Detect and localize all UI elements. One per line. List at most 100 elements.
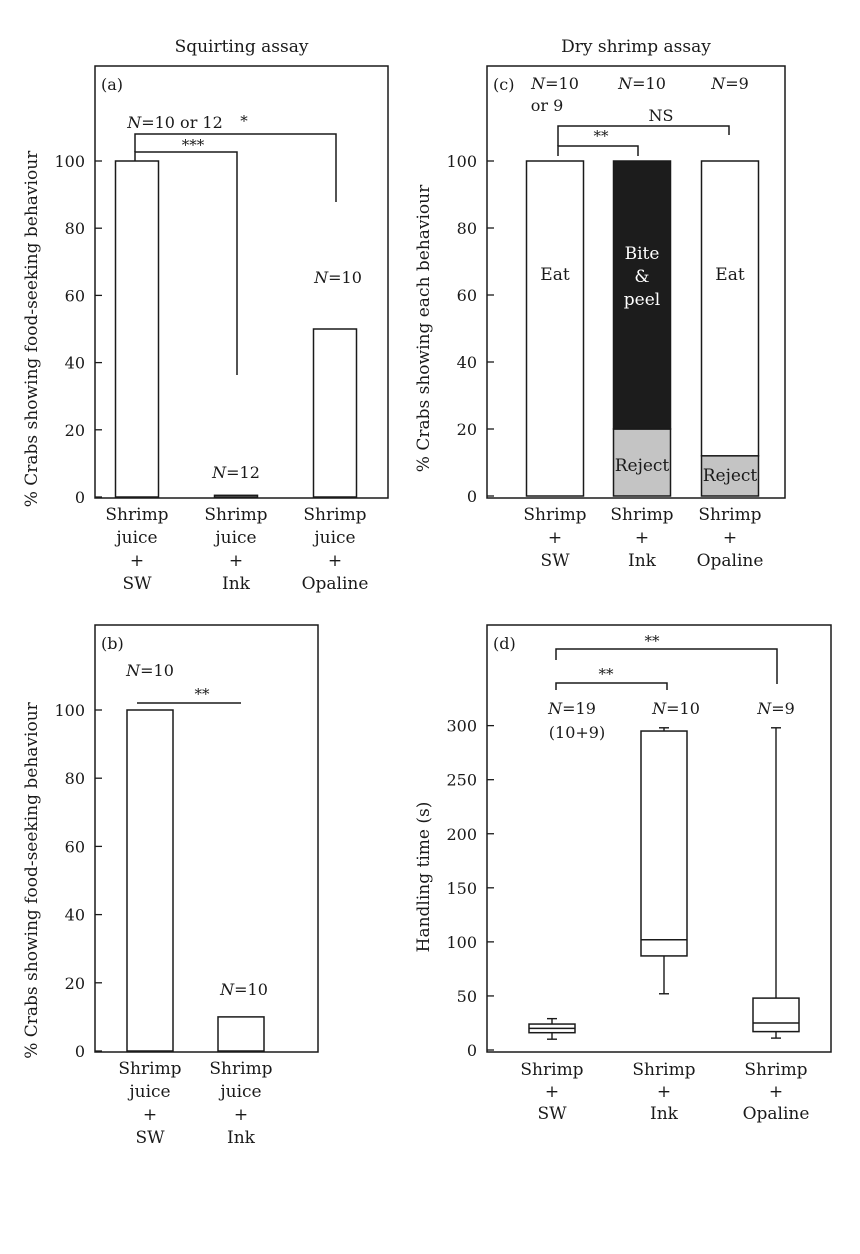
n-value: =19 [562, 699, 596, 718]
bar [217, 1016, 265, 1052]
bar [114, 160, 160, 498]
n-label: N=9 [710, 74, 749, 93]
x-tick-label: SW [540, 551, 570, 571]
x-tick-label: Shrimp [204, 505, 267, 525]
n-label: N=10 [125, 661, 174, 680]
x-tick-label: + [545, 1082, 559, 1102]
n-value: =10 [545, 74, 579, 93]
x-tick-label: SW [122, 574, 152, 594]
y-tick-label: 40 [65, 906, 85, 925]
n-symbol: N [211, 463, 227, 482]
n-symbol: N [313, 268, 329, 287]
x-tick-label: + [657, 1082, 671, 1102]
panel-label: (d) [493, 634, 516, 653]
y-axis-label: Handling time (s) [414, 802, 434, 953]
n-symbol: N [530, 74, 546, 93]
sig-bracket [555, 648, 778, 684]
n-label: N=10 [219, 980, 268, 999]
n-symbol: N [756, 699, 772, 718]
sig-bracket [557, 145, 639, 156]
y-tick-label: 150 [446, 879, 477, 898]
panel-label: (b) [101, 634, 124, 653]
n-label-extra: (10+9) [549, 723, 605, 742]
y-tick-label: 40 [65, 354, 85, 373]
x-tick-label: Opaline [302, 574, 369, 594]
y-tick-label: 20 [65, 421, 85, 440]
stacked-segment [525, 160, 585, 497]
n-label-extra: or 9 [531, 96, 564, 115]
x-tick-label: Shrimp [610, 505, 673, 525]
n-label: N=10 [530, 74, 579, 93]
y-tick-label: 300 [446, 717, 477, 736]
y-tick-label: 100 [54, 152, 85, 171]
x-tick-label: Shrimp [118, 1059, 181, 1079]
panel-frame-3 [486, 624, 832, 1053]
x-tick-label: + [234, 1105, 248, 1125]
sig-label: * [240, 112, 248, 130]
n-symbol: N [710, 74, 726, 93]
x-tick-label: + [143, 1105, 157, 1125]
n-value: =10 or 12 [141, 113, 223, 132]
y-axis-label: % Crabs showing food-seeking behaviour [22, 701, 42, 1058]
n-label: N=10 [651, 699, 700, 718]
sig-label: *** [182, 136, 205, 154]
y-tick-label: 200 [446, 825, 477, 844]
y-tick-label: 20 [457, 420, 477, 439]
sig-bracket [555, 682, 668, 690]
x-tick-label: Shrimp [209, 1059, 272, 1079]
y-tick-label: 60 [65, 837, 85, 856]
y-tick-label: 0 [75, 1042, 85, 1061]
y-tick-label: 100 [446, 152, 477, 171]
n-value: =10 [140, 661, 174, 680]
stacked-segment [612, 428, 672, 497]
y-tick-label: 60 [65, 286, 85, 305]
stacked-segment [612, 160, 672, 430]
panel-title: Squirting assay [175, 37, 309, 57]
y-axis-label: % Crabs showing food-seeking behaviour [22, 150, 42, 507]
n-value: =10 [234, 980, 268, 999]
y-tick-label: 0 [467, 487, 477, 506]
n-value: =9 [725, 74, 749, 93]
x-tick-label: Shrimp [523, 505, 586, 525]
n-symbol: N [219, 980, 235, 999]
x-tick-label: Shrimp [105, 505, 168, 525]
x-tick-label: Shrimp [520, 1060, 583, 1080]
y-tick-label: 100 [54, 701, 85, 720]
n-symbol: N [126, 113, 142, 132]
n-value: =10 [666, 699, 700, 718]
panel-frame-1 [94, 624, 319, 1053]
n-label: N=10 or 12 [126, 113, 223, 132]
x-tick-label: Ink [222, 574, 251, 594]
y-tick-label: 40 [457, 353, 477, 372]
y-tick-label: 0 [75, 488, 85, 507]
n-symbol: N [125, 661, 141, 680]
n-value: =10 [632, 74, 666, 93]
panel-label: (c) [493, 75, 514, 94]
x-tick-label: Ink [628, 551, 657, 571]
y-tick-label: 80 [65, 769, 85, 788]
x-tick-label: juice [114, 528, 157, 548]
y-tick-label: 20 [65, 974, 85, 993]
y-tick-label: 100 [446, 933, 477, 952]
n-symbol: N [617, 74, 633, 93]
segment-label-reject: Reject [703, 466, 758, 486]
bar [213, 494, 259, 498]
sig-label: NS [649, 106, 674, 125]
segment-label-bite: & [634, 267, 649, 287]
n-label: N=10 [617, 74, 666, 93]
stacked-segment [700, 160, 760, 457]
sig-label: ** [599, 665, 615, 683]
sig-label: ** [594, 127, 610, 145]
x-tick-label: juice [218, 1082, 261, 1102]
segment-label-eat: Eat [715, 265, 745, 285]
x-tick-label: Ink [227, 1128, 256, 1148]
segment-label-eat: Eat [540, 265, 570, 285]
segment-label-reject: Reject [615, 456, 670, 476]
x-tick-label: Ink [650, 1104, 679, 1124]
n-label: N=10 [313, 268, 362, 287]
y-tick-label: 0 [467, 1041, 477, 1060]
n-label: N=19 [547, 699, 596, 718]
sig-label: ** [195, 685, 211, 703]
n-symbol: N [651, 699, 667, 718]
panel-frame-2 [486, 65, 786, 499]
